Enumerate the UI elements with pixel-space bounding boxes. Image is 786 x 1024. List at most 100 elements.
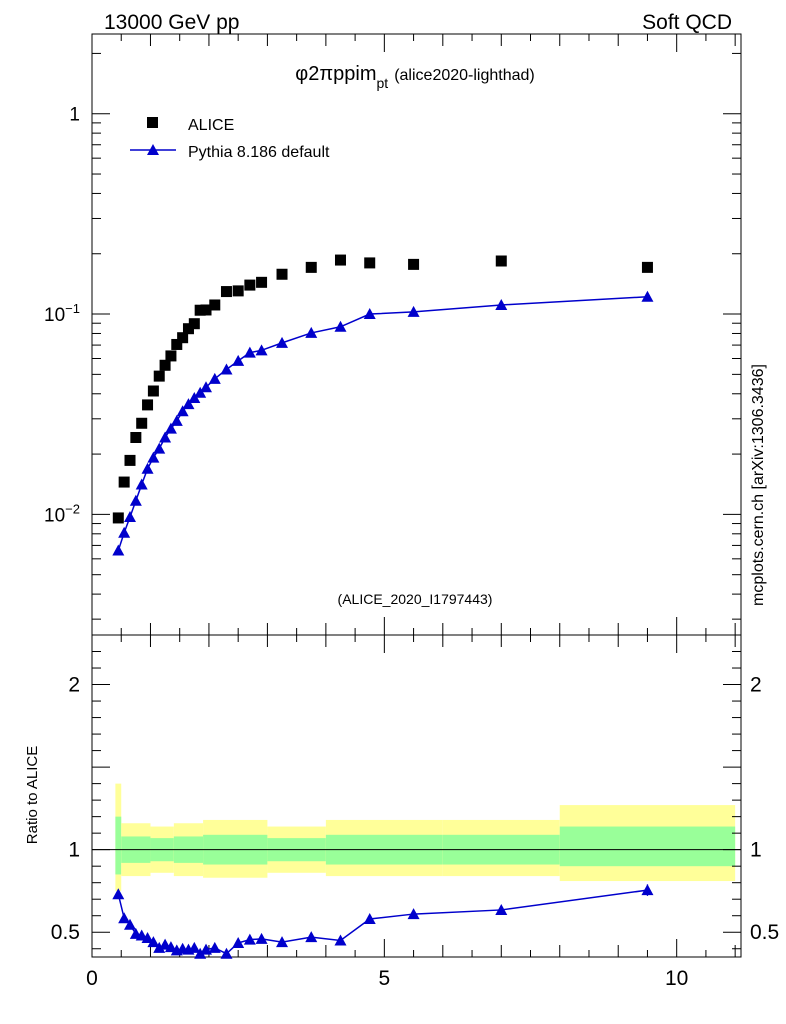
alice-point — [136, 417, 148, 429]
pythia-point — [153, 442, 166, 454]
pythia-point — [141, 462, 154, 474]
ratio-pythia-point — [118, 912, 131, 924]
ratio-pythia-point — [334, 934, 347, 946]
legend-data-marker — [147, 117, 158, 128]
alice-point — [112, 512, 124, 524]
ratio-pythia-point — [164, 941, 177, 953]
alice-point — [188, 318, 200, 330]
alice-point — [408, 258, 420, 270]
alice-point — [276, 268, 288, 280]
pythia-point — [135, 478, 148, 490]
pythia-point — [124, 511, 137, 523]
pythia-point — [208, 372, 221, 384]
alice-point — [334, 254, 346, 266]
ratio-pythia-point — [305, 931, 318, 943]
ratio-pythia-point — [188, 941, 201, 953]
data-marks — [112, 254, 654, 959]
ratio-pythia-point — [194, 947, 207, 959]
alice-point — [232, 285, 244, 297]
alice-point — [209, 299, 221, 311]
y-tick-exponent: −2 — [65, 501, 80, 516]
header-right: Soft QCD — [642, 11, 732, 34]
ratio-uncertainty-bands — [92, 783, 741, 891]
legend-mc-marker — [147, 144, 159, 155]
y-tick-base: 10 — [44, 305, 65, 326]
x-tick-label: 5 — [378, 967, 390, 990]
pythia-line — [117, 296, 648, 551]
ratio-plot-frame — [91, 634, 742, 958]
watermark: (ALICE_2020_I1797443) — [338, 591, 493, 607]
pythia-point — [255, 344, 268, 356]
ratio-pythia-line — [117, 889, 648, 955]
pythia-point — [170, 414, 183, 426]
ratio-pythia-point — [147, 936, 160, 948]
ratio-pythia-point — [124, 918, 137, 930]
title-tag: (alice2020-lighthad) — [394, 67, 535, 84]
side-label: mcplots.cern.ch [arXiv:1306.3436] — [750, 364, 767, 606]
pythia-point — [118, 526, 131, 538]
band-inner-8 — [559, 826, 736, 867]
alice-point — [305, 261, 317, 273]
ratio-ylabel: Ratio to ALICE — [24, 746, 41, 844]
legend-mc-label: Pythia 8.186 default — [188, 144, 330, 161]
band-inner-0 — [115, 816, 122, 875]
ratio-pythia-point — [232, 936, 245, 948]
ratio-pythia-point — [243, 933, 256, 945]
alice-point — [364, 257, 376, 269]
ratio-y-tick-label-left: 2 — [68, 674, 80, 697]
pythia-point — [112, 544, 125, 556]
alice-point — [124, 454, 136, 466]
alice-point — [171, 338, 183, 350]
alice-point — [159, 359, 171, 371]
y-tick-base: 1 — [69, 105, 80, 126]
legend-data-label: ALICE — [188, 117, 234, 134]
ratio-pythia-point — [641, 884, 654, 896]
ratio-pythia-point — [153, 941, 166, 953]
ratio-y-tick-label-left: 1 — [68, 839, 80, 862]
alice-point — [142, 399, 154, 411]
pythia-point — [363, 308, 376, 320]
y-tick-base: 10 — [44, 505, 65, 526]
ratio-y-tick-label-right: 0.5 — [750, 921, 779, 944]
alice-point — [220, 286, 232, 298]
pythia-point — [182, 398, 195, 410]
ratio-pythia-point — [208, 941, 221, 953]
ratio-pythia-point — [112, 888, 125, 900]
x-tick-label: 0 — [86, 967, 98, 990]
ratio-pythia-point — [276, 936, 289, 948]
ratio-pythia-point — [407, 908, 420, 920]
alice-point — [182, 323, 194, 335]
alice-point — [147, 385, 159, 397]
y-tick-label: 10−2 — [44, 501, 80, 526]
pythia-point — [220, 363, 233, 375]
pythia-point — [159, 431, 172, 443]
alice-point — [495, 255, 507, 267]
pythia-point — [176, 405, 189, 417]
alice-point — [194, 304, 206, 316]
alice-point — [256, 276, 268, 288]
y-tick-label: 1 — [69, 105, 80, 126]
ratio-pythia-point — [255, 932, 268, 944]
y-tick-exponent: −1 — [65, 301, 80, 316]
ratio-pythia-point — [220, 947, 233, 959]
header-left: 13000 GeV pp — [104, 11, 239, 34]
pythia-point — [129, 494, 142, 506]
alice-point — [153, 370, 165, 382]
pythia-point — [495, 298, 508, 310]
pythia-point — [407, 305, 420, 317]
y-tick-label: 10−1 — [44, 301, 80, 326]
pythia-point — [276, 336, 289, 348]
ratio-pythia-point — [363, 913, 376, 925]
alice-point — [165, 350, 177, 362]
title-sub: pt — [377, 75, 389, 91]
ratio-y-tick-label-right: 2 — [750, 674, 762, 697]
title-main: φ2πppim — [295, 63, 376, 85]
pythia-point — [243, 346, 256, 358]
ratio-pythia-point — [200, 943, 213, 955]
pythia-point — [200, 381, 213, 393]
plot-title: φ2πppimpt (alice2020-lighthad) — [295, 63, 534, 91]
alice-point — [118, 476, 130, 488]
alice-point — [200, 304, 212, 316]
alice-point — [177, 332, 189, 344]
